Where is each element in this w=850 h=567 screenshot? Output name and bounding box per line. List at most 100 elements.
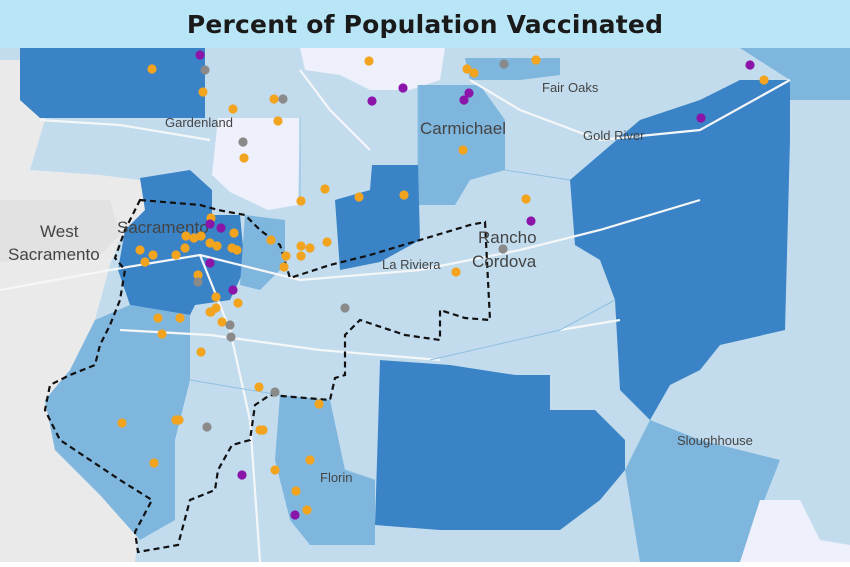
site-marker-orange[interactable] <box>189 233 199 243</box>
site-marker-purple[interactable] <box>526 216 536 226</box>
site-marker-gray[interactable] <box>226 332 236 342</box>
site-marker-gray[interactable] <box>202 422 212 432</box>
site-marker-orange[interactable] <box>269 94 279 104</box>
site-marker-orange[interactable] <box>157 329 167 339</box>
site-marker-purple[interactable] <box>195 50 205 60</box>
site-marker-orange[interactable] <box>198 87 208 97</box>
site-marker-orange[interactable] <box>232 245 242 255</box>
site-marker-orange[interactable] <box>171 415 181 425</box>
site-marker-orange[interactable] <box>531 55 541 65</box>
site-marker-orange[interactable] <box>180 243 190 253</box>
site-marker-orange[interactable] <box>469 68 479 78</box>
site-marker-orange[interactable] <box>399 190 409 200</box>
site-marker-purple[interactable] <box>216 223 226 233</box>
site-marker-orange[interactable] <box>270 465 280 475</box>
region-north-light[interactable] <box>205 48 300 118</box>
site-marker-gray[interactable] <box>200 65 210 75</box>
site-marker-orange[interactable] <box>148 250 158 260</box>
site-marker-orange[interactable] <box>211 303 221 313</box>
site-marker-purple[interactable] <box>205 219 215 229</box>
site-marker-orange[interactable] <box>320 184 330 194</box>
site-marker-orange[interactable] <box>521 194 531 204</box>
region-south-light[interactable] <box>200 430 255 545</box>
region-palest-north[interactable] <box>300 48 445 90</box>
site-marker-orange[interactable] <box>181 231 191 241</box>
site-marker-gray[interactable] <box>193 277 203 287</box>
region-downtown[interactable] <box>118 170 245 315</box>
region-south-dark-1[interactable] <box>375 360 515 530</box>
site-marker-orange[interactable] <box>211 292 221 302</box>
region-fair-oaks-north[interactable] <box>465 58 560 80</box>
site-marker-orange[interactable] <box>140 257 150 267</box>
site-marker-orange[interactable] <box>149 458 159 468</box>
site-marker-gray[interactable] <box>238 137 248 147</box>
site-marker-orange[interactable] <box>135 245 145 255</box>
site-marker-orange[interactable] <box>462 64 472 74</box>
region-north-dark[interactable] <box>20 48 205 118</box>
site-marker-orange[interactable] <box>451 267 461 277</box>
site-marker-purple[interactable] <box>290 510 300 520</box>
site-marker-orange[interactable] <box>117 418 127 428</box>
region-south-dark-2[interactable] <box>515 375 625 530</box>
site-marker-purple[interactable] <box>367 96 377 106</box>
site-marker-orange[interactable] <box>233 298 243 308</box>
choropleth-map[interactable]: West Sacramento Sacramento Gardenland Ca… <box>0 48 850 563</box>
site-marker-purple[interactable] <box>464 88 474 98</box>
site-marker-orange[interactable] <box>196 231 206 241</box>
site-marker-purple[interactable] <box>696 113 706 123</box>
site-marker-orange[interactable] <box>217 317 227 327</box>
site-marker-purple[interactable] <box>237 470 247 480</box>
site-marker-purple[interactable] <box>745 60 755 70</box>
site-marker-orange[interactable] <box>254 382 264 392</box>
site-marker-orange[interactable] <box>302 505 312 515</box>
site-marker-gray[interactable] <box>225 320 235 330</box>
site-marker-orange[interactable] <box>258 425 268 435</box>
site-marker-orange[interactable] <box>266 235 276 245</box>
site-marker-purple[interactable] <box>459 95 469 105</box>
site-marker-orange[interactable] <box>212 241 222 251</box>
site-marker-orange[interactable] <box>153 313 163 323</box>
map-area[interactable]: West Sacramento Sacramento Gardenland Ca… <box>0 48 850 563</box>
region-florin[interactable] <box>275 395 375 545</box>
region-carmichael[interactable] <box>418 85 505 205</box>
site-marker-orange[interactable] <box>196 347 206 357</box>
site-marker-orange[interactable] <box>296 196 306 206</box>
region-downtown-east[interactable] <box>240 215 285 290</box>
site-marker-purple[interactable] <box>398 83 408 93</box>
site-marker-orange[interactable] <box>171 250 181 260</box>
site-marker-orange[interactable] <box>314 399 324 409</box>
site-marker-orange[interactable] <box>296 251 306 261</box>
site-marker-orange[interactable] <box>305 243 315 253</box>
site-marker-orange[interactable] <box>147 64 157 74</box>
site-marker-orange[interactable] <box>279 262 289 272</box>
site-marker-orange[interactable] <box>281 251 291 261</box>
region-palest-gardenland[interactable] <box>212 118 300 210</box>
site-marker-orange[interactable] <box>291 486 301 496</box>
site-marker-orange[interactable] <box>228 104 238 114</box>
site-marker-purple[interactable] <box>228 285 238 295</box>
region-sloughhouse[interactable] <box>625 420 790 562</box>
site-marker-orange[interactable] <box>229 228 239 238</box>
site-marker-purple[interactable] <box>205 258 215 268</box>
site-marker-gray[interactable] <box>270 387 280 397</box>
region-palest-southeast[interactable] <box>740 500 850 562</box>
site-marker-orange[interactable] <box>759 75 769 85</box>
region-east-dark[interactable] <box>570 80 790 420</box>
site-marker-orange[interactable] <box>193 270 203 280</box>
site-marker-gray[interactable] <box>498 244 508 254</box>
site-marker-orange[interactable] <box>239 153 249 163</box>
site-marker-orange[interactable] <box>175 313 185 323</box>
site-marker-orange[interactable] <box>205 238 215 248</box>
site-marker-orange[interactable] <box>354 192 364 202</box>
region-northeast[interactable] <box>740 48 850 100</box>
site-marker-orange[interactable] <box>322 237 332 247</box>
site-marker-orange[interactable] <box>273 116 283 126</box>
site-marker-orange[interactable] <box>305 455 315 465</box>
site-marker-orange[interactable] <box>296 241 306 251</box>
region-dark-central[interactable] <box>335 165 420 270</box>
site-marker-orange[interactable] <box>458 145 468 155</box>
site-marker-gray[interactable] <box>340 303 350 313</box>
site-marker-gray[interactable] <box>499 59 509 69</box>
site-marker-orange[interactable] <box>364 56 374 66</box>
site-marker-gray[interactable] <box>278 94 288 104</box>
